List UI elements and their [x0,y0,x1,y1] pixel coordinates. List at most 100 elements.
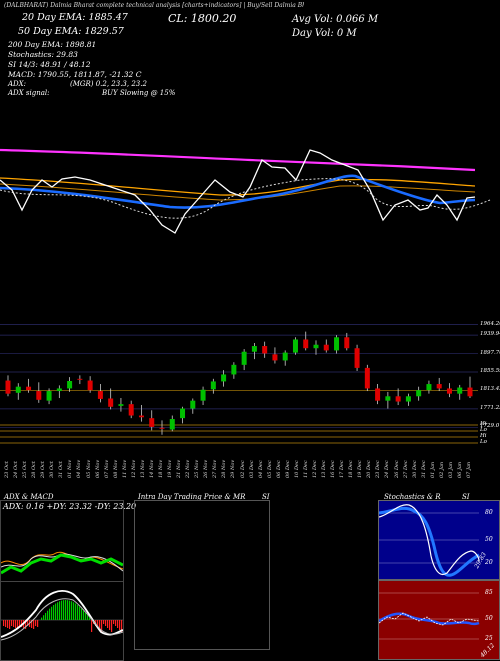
date-label: 10 Dec [293,460,300,478]
adx-value: (MGR) 0.2, 23.3, 23.2 [70,80,147,88]
macd-histogram-bar [121,620,123,632]
stochastics-label: Stochastics: 29.83 [8,50,78,59]
macd-histogram-bar [35,620,37,626]
date-label: 27 Dec [402,460,409,478]
ema200-line [0,148,476,172]
candle-body [200,389,206,401]
date-label: 23 Dec [375,460,382,478]
candle-body [138,415,144,418]
macd-histogram-bar [83,610,85,620]
macd-histogram-bar [49,608,51,620]
macd-histogram-bar [111,620,113,632]
candle-body [457,387,463,394]
date-label: 06 Jan [456,461,463,478]
macd-histogram-bar [17,620,19,629]
macd-histogram-bar [55,603,57,620]
date-label: 21 Nov [176,459,183,478]
macd-histogram-bar [63,600,65,620]
macd-histogram-bar [91,620,93,632]
candle-body [26,386,32,391]
macd-panel [0,581,124,661]
candle-body [221,374,227,382]
price-axis-label: Hi [480,421,487,427]
date-label: 29 Oct [40,461,47,478]
stoch-tick-20: 20 [485,559,493,566]
macd-histogram-bar [43,615,45,620]
date-label: 25 Nov [194,459,201,478]
adx-signal-value: BUY Slowing @ 15% [102,89,176,97]
macd-histogram-bar [115,620,117,626]
macd-histogram-bar [69,600,71,620]
macd-histogram-bar [5,620,7,627]
date-label: 05 Nov [85,459,92,478]
macd-histogram-bar [9,620,11,629]
candle-body [323,344,329,351]
macd-histogram-bar [97,620,99,628]
candle-body [395,396,401,402]
candle-body [375,388,381,401]
date-label: 13 Dec [321,460,328,478]
macd-histogram-bar [99,620,101,630]
price-grid [0,324,478,444]
date-label: 26 Dec [393,460,400,478]
price-axis-label: 1939.94 [480,331,500,338]
date-label: 18 Dec [348,460,355,478]
date-label: 26 Nov [203,459,210,478]
price-axis-label: Hi [480,433,487,439]
macd-histogram-bar [107,620,109,628]
macd-histogram-bar [7,620,9,628]
macd-histogram-bar [25,620,27,629]
macd-histogram-bar [67,600,69,620]
candle-body [36,391,42,400]
stoch-tick-80: 80 [485,509,493,516]
date-label: 12 Nov [130,459,137,478]
date-label: 02 Dec [239,460,246,478]
stoch-tick-50: 50 [485,536,493,543]
candle-body [436,384,442,389]
candle-body [354,348,360,368]
avg-volume-label: Avg Vol: 0.066 M [292,14,379,25]
macd-histogram-bar [103,620,105,624]
macd-histogram-bar [81,608,83,620]
date-label: 19 Nov [167,459,174,478]
date-label: 02 Jan [438,461,445,478]
candle-body [77,378,83,380]
stoch-title: Stochastics & R [384,493,441,501]
adx-signal-label: ADX signal: [8,89,50,97]
candle-body [180,408,186,419]
macd-histogram-bar [21,620,23,627]
date-label: 12 Dec [312,460,318,478]
macd-histogram-bar [89,617,91,620]
candle-body [364,367,370,389]
macd-histogram-bar [109,620,111,630]
si-panel: 85 50 25 48.12 [378,580,500,660]
adx-readout: ADX: 0.16 +DY: 23.32 -DY: 23.20 [3,502,137,511]
date-label: 07 Jan [466,461,472,478]
price-axis-label: 1729.07 [480,423,500,430]
candle-body [15,386,21,393]
macd-histogram-bar [3,620,5,626]
ema20-label: 20 Day EMA: 1885.47 [22,12,128,23]
date-label: 11 Dec [302,460,309,478]
si-tick-50: 50 [485,615,493,622]
macd-histogram-bar [15,620,17,628]
ema50-label: 50 Day EMA: 1829.57 [18,26,124,37]
si-tick-85: 85 [485,589,493,596]
si-dotted-line [0,178,491,219]
date-label: 13 Nov [139,459,146,478]
price-axis-label: 1964.20 [480,320,500,327]
date-label: 03 Jan [447,461,454,478]
date-label: 09 Dec [284,460,291,478]
date-label: 03 Dec [248,460,255,478]
macd-histogram-bar [87,615,89,620]
macd-histogram-bar [51,606,53,620]
macd-histogram-bar [27,620,29,626]
date-label: 04 Dec [257,460,264,478]
intraday-title: Intra Day Trading Price & MR [138,493,246,501]
macd-histogram-bar [117,620,119,628]
intraday-panel [134,500,270,650]
macd-histogram-bar [75,603,77,620]
macd-histogram-bar [61,600,63,620]
date-label: 18 Nov [158,459,164,478]
candle-body [426,384,432,391]
